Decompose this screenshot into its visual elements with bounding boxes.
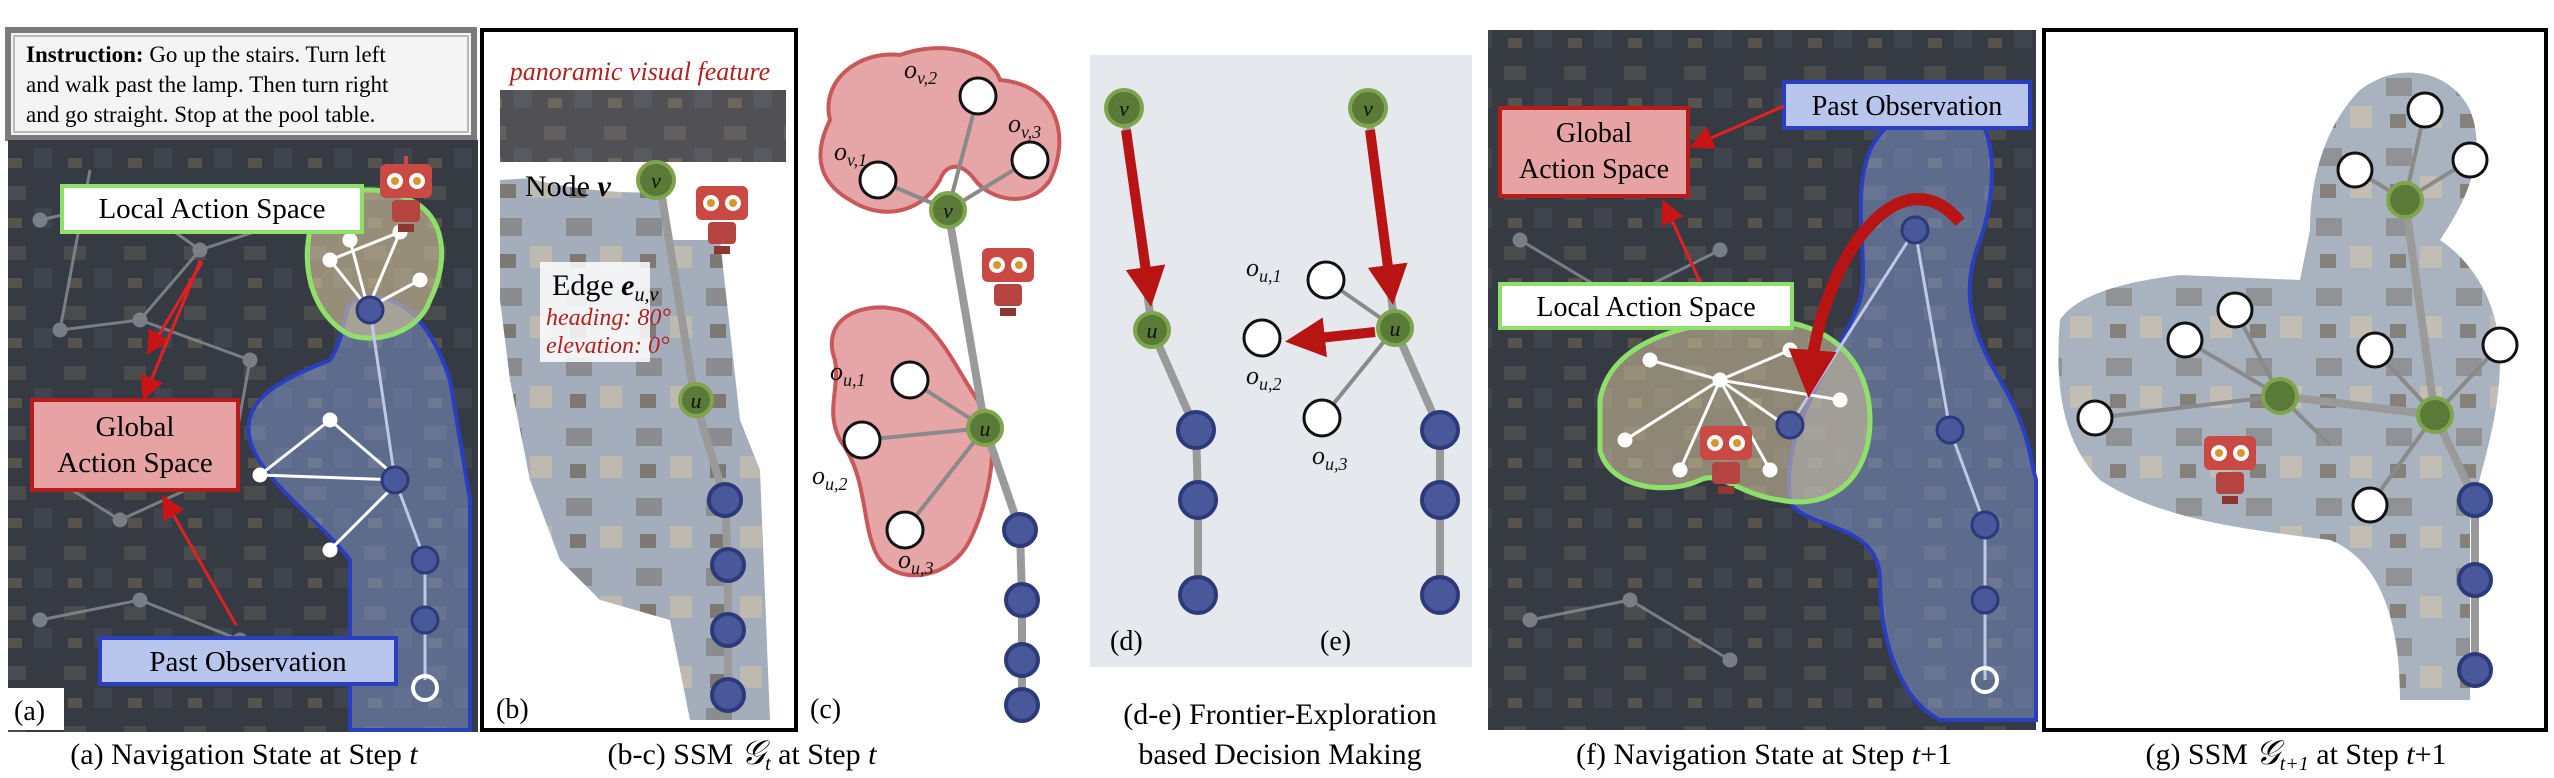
- caption-f: (f) Navigation State at Step t+1: [1576, 738, 1952, 771]
- observation-labels-c: ov,1 ov,2 ov,3 ou,1 ou,2 ou,3: [812, 55, 1041, 578]
- robot-icon-b: [696, 186, 748, 254]
- trajectory-f: [1775, 215, 2000, 694]
- graph-nodes-b: [636, 160, 714, 418]
- node-u-b: u: [691, 388, 702, 413]
- panel-d-tag: (d): [1110, 626, 1143, 657]
- caption-de-line2: based Decision Making: [1138, 738, 1421, 771]
- global-action-space-text-a2: Action Space: [57, 447, 212, 479]
- move-arrow-f: [1788, 193, 1965, 398]
- node-v-label: Node v: [525, 170, 611, 203]
- caption-a: (a) Navigation State at Step t: [70, 738, 418, 771]
- past-observation-region-f: [1786, 104, 2038, 722]
- svg-text:ou,1: ou,1: [1246, 253, 1282, 286]
- decision-arrow-d: [1121, 129, 1166, 307]
- elevation-label: elevation: 0°: [546, 333, 670, 359]
- trajectory-c: [1002, 512, 1040, 723]
- robot-icon-g: [2204, 436, 2256, 504]
- caption-de-line1: (d-e) Frontier-Exploration: [1123, 698, 1436, 731]
- global-action-space-text-f1: Global: [1556, 118, 1632, 149]
- node-v-b: v: [651, 168, 661, 193]
- global-action-space-label-f: [1498, 106, 1690, 198]
- heading-label: heading: 80°: [546, 305, 671, 331]
- svg-text:ou,3: ou,3: [898, 545, 934, 578]
- panel-b: panoramic visual feature Node v Edge eu,…: [480, 28, 798, 732]
- panoramic-feature-label: panoramic visual feature: [508, 57, 770, 86]
- edge-label: Edge eu,v: [552, 269, 658, 306]
- node-u-c: u: [980, 416, 991, 441]
- graph-nodes-g: [2261, 181, 2454, 434]
- robot-icon: [380, 156, 432, 232]
- node-u-e: u: [1390, 316, 1401, 341]
- observation-nodes-g: [2076, 91, 2519, 524]
- node-v-e: v: [1363, 96, 1373, 121]
- instruction-line-2: and walk past the lamp. Then turn right: [26, 72, 389, 97]
- panel-a-tag: (a): [14, 696, 45, 727]
- node-u-d: u: [1147, 318, 1158, 343]
- panel-b-tag: (b): [496, 694, 529, 725]
- past-observation-text-f: Past Observation: [1812, 91, 2003, 122]
- graph-nodes-c: [929, 191, 1004, 447]
- robot-icon-f: [1700, 426, 1752, 494]
- panel-a: Instruction: Go up the stairs. Turn left…: [5, 27, 478, 771]
- node-v-c: v: [943, 198, 953, 223]
- trajectory-g: [2457, 482, 2493, 688]
- robot-icon-c: [982, 248, 1034, 316]
- caption-g: (g) SSM 𝒢t+1 at Step t+1: [2145, 735, 2446, 775]
- svg-text:ov,1: ov,1: [834, 137, 867, 170]
- global-action-space-label-a: [30, 398, 240, 492]
- panel-de-background: [1090, 55, 1472, 667]
- past-observation-label-f: [1782, 80, 2032, 130]
- trajectory-d: [1176, 410, 1218, 615]
- svg-text:ou,2: ou,2: [812, 461, 848, 494]
- panel-c: v u ov,1 ov,2 ov,3 ou,1 ou,2 ou,3 (c) (b…: [608, 46, 1062, 775]
- panel-g: (g) SSM 𝒢t+1 at Step t+1: [2042, 28, 2548, 775]
- trajectory-b: [707, 482, 746, 713]
- svg-text:ou,3: ou,3: [1312, 441, 1348, 474]
- svg-text:ou,2: ou,2: [1246, 361, 1282, 394]
- svg-text:ov,2: ov,2: [904, 55, 937, 88]
- local-action-space-label-a: [60, 184, 364, 234]
- instruction-line-3: and go straight. Stop at the pool table.: [26, 102, 375, 127]
- global-action-space-text-f2: Action Space: [1519, 154, 1669, 185]
- local-action-space-text-f: Local Action Space: [1536, 292, 1755, 323]
- panel-e-tag: (e): [1320, 626, 1351, 657]
- observation-nodes-e: [1242, 260, 1346, 438]
- global-action-space-text-a1: Global: [96, 411, 175, 443]
- trajectory-e: [1420, 410, 1460, 615]
- past-observation-label-a: [98, 636, 398, 686]
- decision-arrow-e-down: [1365, 129, 1408, 305]
- panel-f: Past Observation Global Action Space Loc…: [1488, 30, 2038, 771]
- node-v-d: v: [1119, 96, 1129, 121]
- decision-arrow-e-left: [1285, 317, 1376, 358]
- instruction-text: Instruction: Go up the stairs. Turn left: [26, 42, 386, 67]
- local-action-space-label-f: [1498, 282, 1794, 330]
- caption-bc: (b-c) SSM 𝒢t at Step t: [608, 735, 878, 775]
- past-observation-text-a: Past Observation: [149, 646, 347, 678]
- svg-text:ou,1: ou,1: [830, 357, 866, 390]
- observation-labels-e: ou,1 ou,2 ou,3: [1246, 253, 1348, 474]
- observation-nodes-c: [842, 76, 1050, 550]
- instruction-box: [5, 27, 477, 141]
- local-action-space-text-a: Local Action Space: [98, 193, 325, 225]
- graph-nodes-e: [1348, 88, 1414, 347]
- svg-text:ov,3: ov,3: [1008, 109, 1041, 142]
- graph-nodes-d: [1104, 88, 1171, 349]
- panel-de: v u (d) v u ou,1 ou,2 ou,3 (: [1090, 55, 1472, 771]
- trajectory-a: [355, 295, 440, 702]
- panel-c-tag: (c): [810, 694, 841, 725]
